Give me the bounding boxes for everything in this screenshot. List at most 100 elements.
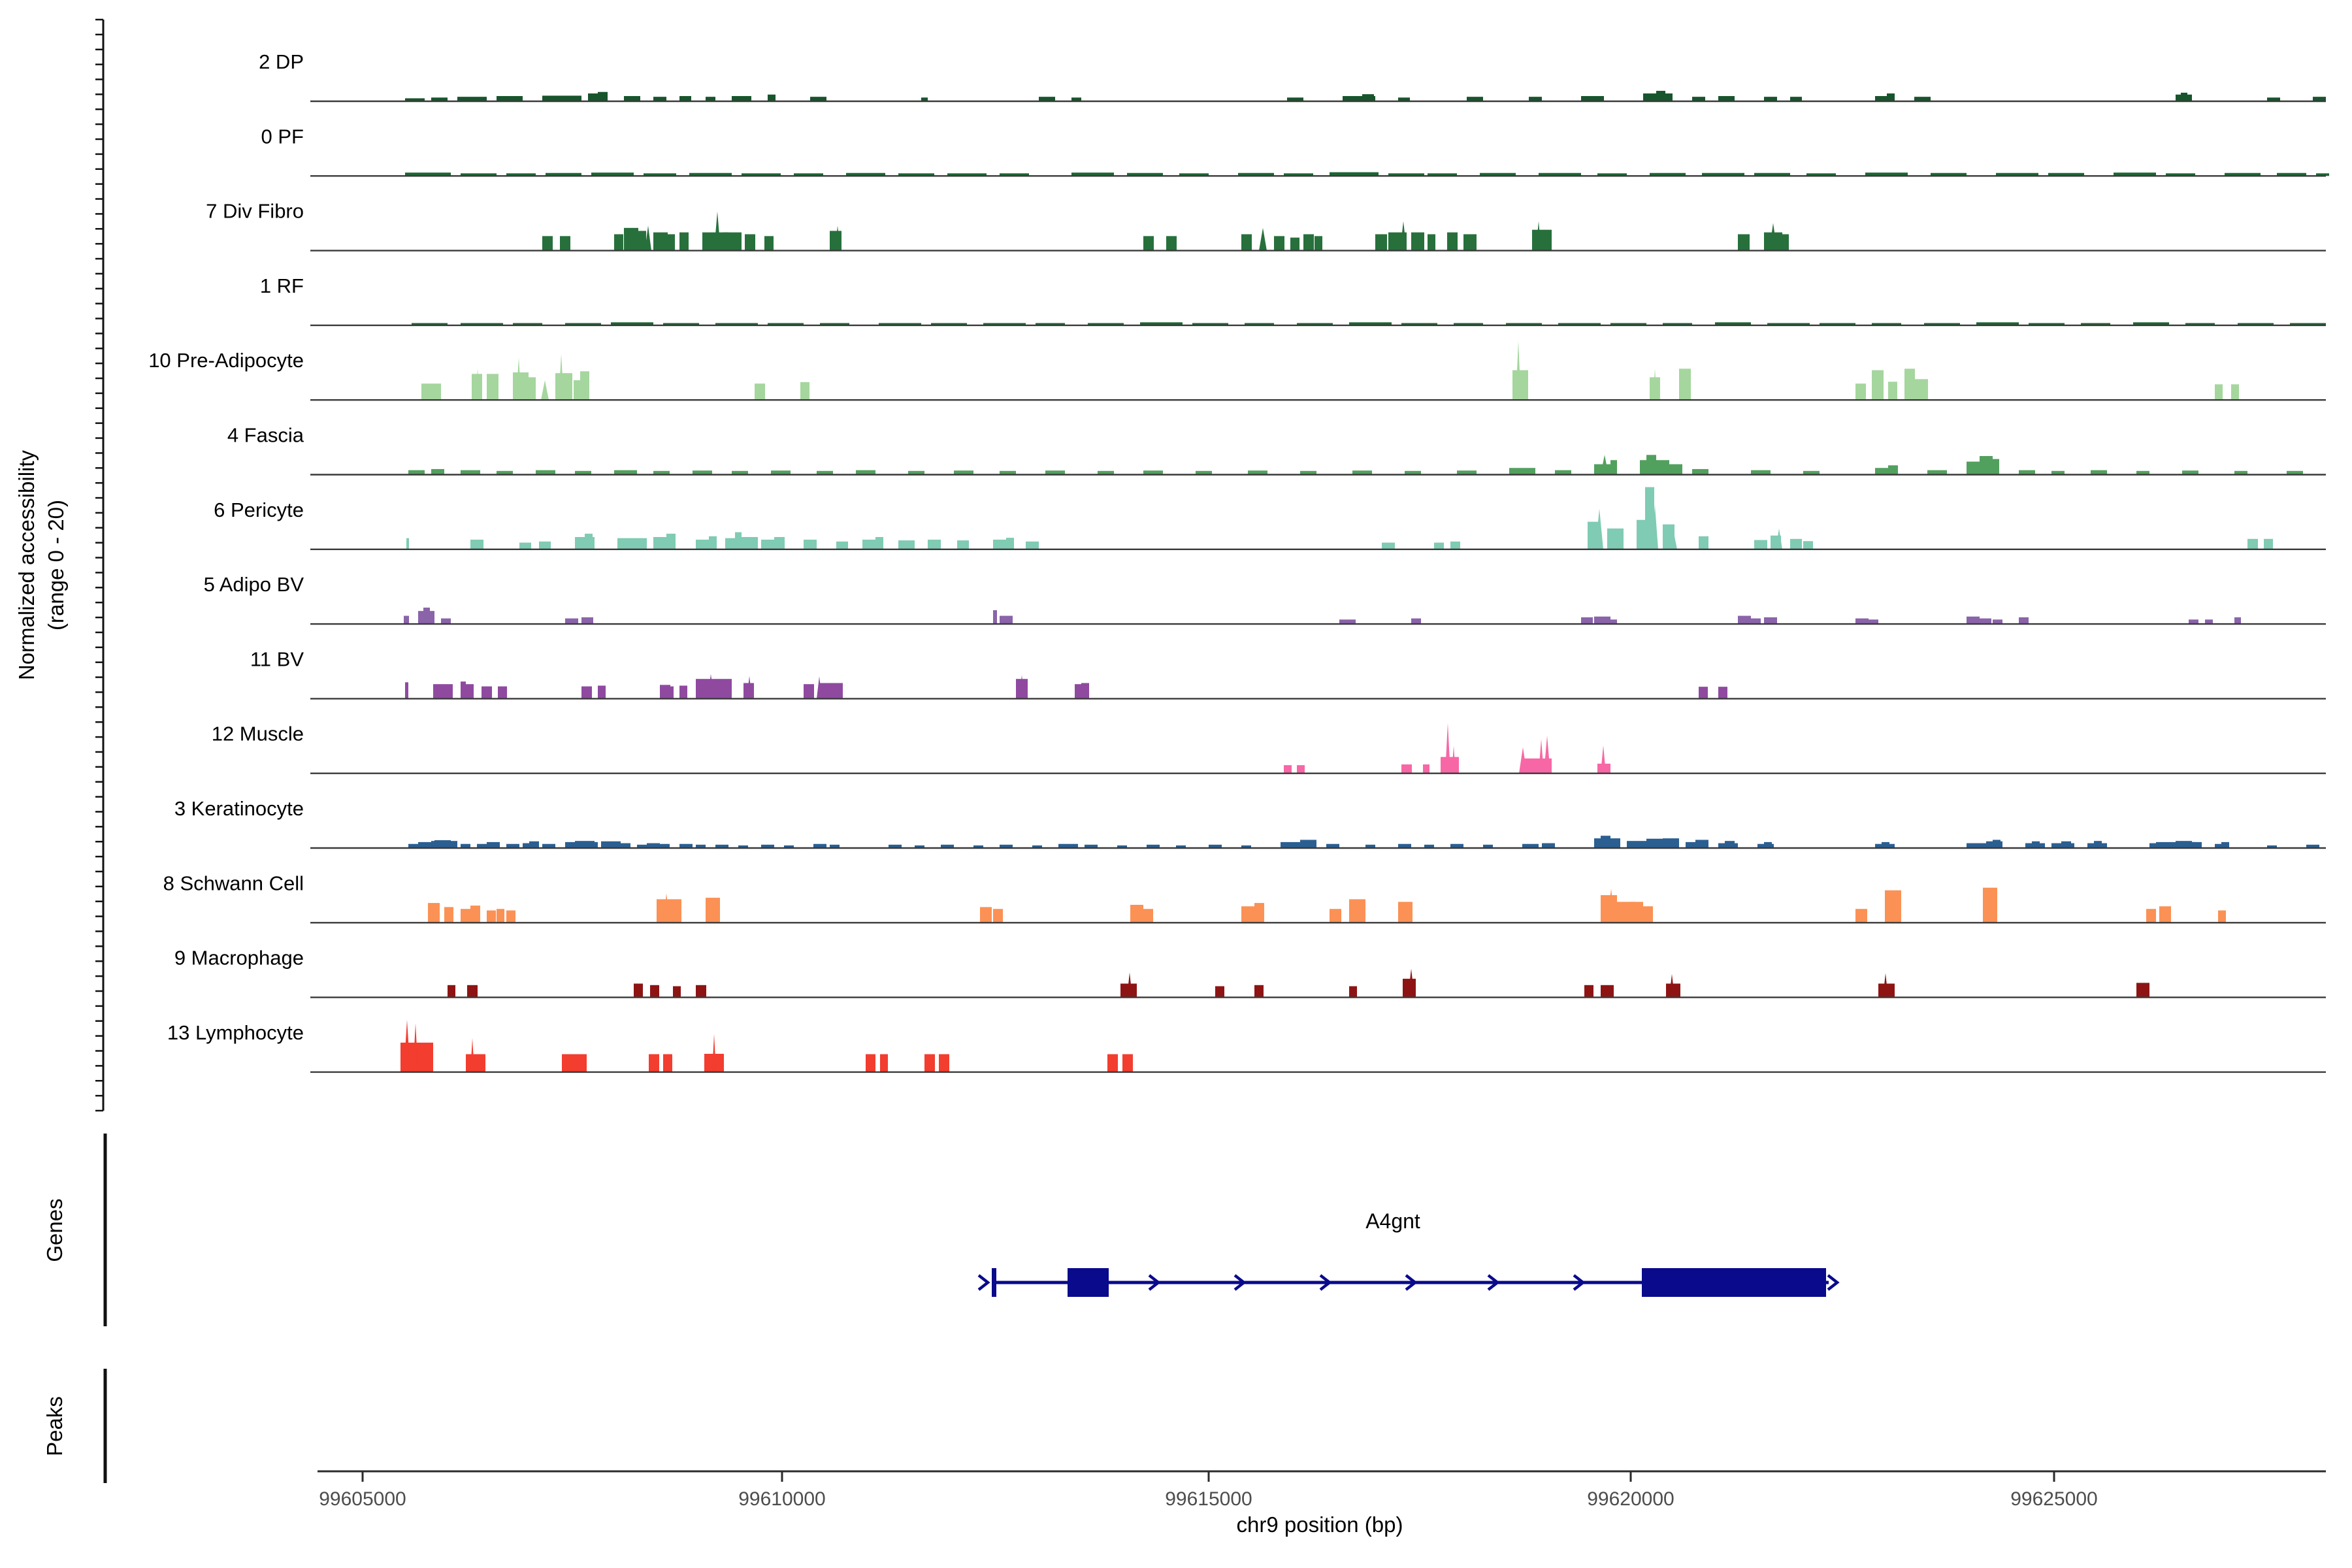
- signal-bar: [634, 983, 643, 998]
- signal-bar: [406, 538, 409, 549]
- signal-peak: [1445, 723, 1450, 774]
- signal-bar: [487, 841, 500, 848]
- signal-bar: [555, 373, 572, 400]
- signal-bar: [506, 843, 519, 848]
- track-signal: [408, 836, 2319, 848]
- track-label: 5 Adipo BV: [204, 573, 304, 596]
- signal-bar: [1000, 615, 1013, 625]
- signal-bar: [817, 470, 833, 475]
- signal-bar: [2081, 323, 2110, 325]
- signal-bar: [947, 173, 987, 176]
- signal-bar: [1143, 909, 1153, 923]
- signal-bar: [1790, 538, 1802, 549]
- track-2-dp: 2 DP: [259, 50, 2326, 103]
- signal-bar: [1669, 464, 1682, 475]
- signal-bar: [715, 323, 758, 325]
- signal-bar: [1143, 236, 1154, 251]
- signal-bar: [1405, 470, 1421, 475]
- signal-peak: [1989, 896, 1996, 923]
- signal-bar: [679, 685, 687, 699]
- signal-bar: [1300, 840, 1316, 848]
- gene-name-label: A4gnt: [1365, 1209, 1420, 1233]
- signal-peak: [404, 1020, 410, 1072]
- signal-bar: [880, 1054, 888, 1072]
- track-signal: [542, 211, 1789, 251]
- track-label: 10 Pre-Adipocyte: [148, 349, 304, 372]
- signal-bar: [735, 532, 742, 549]
- signal-bar: [1000, 470, 1016, 475]
- signal-bar: [2176, 841, 2192, 848]
- signal-bar: [650, 985, 659, 998]
- signal-bar: [1032, 845, 1042, 848]
- signal-bar: [1679, 368, 1691, 400]
- signal-bar: [1081, 683, 1089, 699]
- signal-bar: [2182, 470, 2198, 475]
- signal-bar: [575, 470, 591, 475]
- signal-bar: [1447, 232, 1458, 251]
- signal-bar: [1529, 97, 1542, 101]
- signal-peak: [413, 1023, 418, 1072]
- signal-bar: [745, 234, 755, 251]
- signal-bar: [1607, 528, 1624, 549]
- signal-bar: [1045, 470, 1065, 475]
- signal-bar: [1855, 618, 1869, 625]
- track-4-fascia: 4 Fascia: [227, 424, 2326, 476]
- signal-bar: [723, 232, 742, 251]
- signal-bar: [536, 470, 555, 475]
- signal-bar: [908, 470, 924, 475]
- signal-bar: [820, 683, 843, 699]
- signal-bar: [810, 97, 826, 101]
- signal-bar: [412, 323, 448, 325]
- signal-bar: [742, 536, 758, 549]
- signal-peak: [1669, 973, 1674, 998]
- signal-bar: [1467, 97, 1483, 101]
- signal-bar: [924, 1054, 935, 1072]
- track-signal: [448, 968, 2149, 998]
- signal-bar: [1976, 322, 2019, 325]
- track-label: 8 Schwann Cell: [163, 872, 304, 894]
- signal-bar: [1911, 379, 1928, 400]
- signal-bar: [2061, 841, 2071, 848]
- signal-bar: [1542, 843, 1555, 848]
- signal-bar: [1738, 615, 1751, 625]
- signal-bar: [653, 470, 670, 475]
- signal-bar: [1803, 470, 1820, 475]
- signal-bar: [2189, 619, 2198, 625]
- signal-bar: [1637, 519, 1646, 549]
- signal-bar: [931, 323, 967, 325]
- signal-bar: [418, 841, 434, 848]
- signal-bar: [1343, 96, 1375, 101]
- signal-peak: [1536, 221, 1541, 251]
- signal-bar: [513, 323, 542, 325]
- signal-bar: [1085, 844, 1098, 848]
- signal-bar: [957, 540, 969, 549]
- signal-bar: [614, 234, 623, 251]
- signal-bar: [565, 841, 581, 848]
- signal-bar: [1215, 986, 1224, 998]
- signal-bar: [461, 173, 497, 176]
- track-12-muscle: 12 Muscle: [212, 723, 2326, 774]
- signal-bar: [660, 685, 670, 699]
- signal-bar: [611, 322, 653, 325]
- signal-bar: [830, 844, 840, 848]
- signal-bar: [939, 1054, 949, 1072]
- track-5-adipo-bv: 5 Adipo BV: [204, 573, 2326, 625]
- track-3-keratinocyte: 3 Keratinocyte: [174, 797, 2326, 849]
- signal-bar: [1398, 97, 1410, 101]
- strand-arrow-icon: [1148, 1274, 1161, 1291]
- signal-bar: [1914, 97, 1931, 101]
- signal-bar: [624, 96, 640, 101]
- signal-bar: [1098, 470, 1114, 475]
- signal-peak: [1516, 341, 1521, 400]
- strand-arrow-icon: [1487, 1274, 1500, 1291]
- signal-bar: [2264, 538, 2273, 549]
- signal-bar: [1254, 985, 1264, 998]
- signal-bar: [2114, 172, 2156, 176]
- signal-bar: [2287, 470, 2303, 475]
- signal-bar: [993, 909, 1003, 923]
- track-0-pf: 0 PF: [261, 125, 2329, 177]
- signal-bar: [614, 470, 637, 475]
- signal-bar: [663, 323, 699, 325]
- signal-bar: [1411, 618, 1421, 625]
- signal-bar: [2133, 322, 2169, 325]
